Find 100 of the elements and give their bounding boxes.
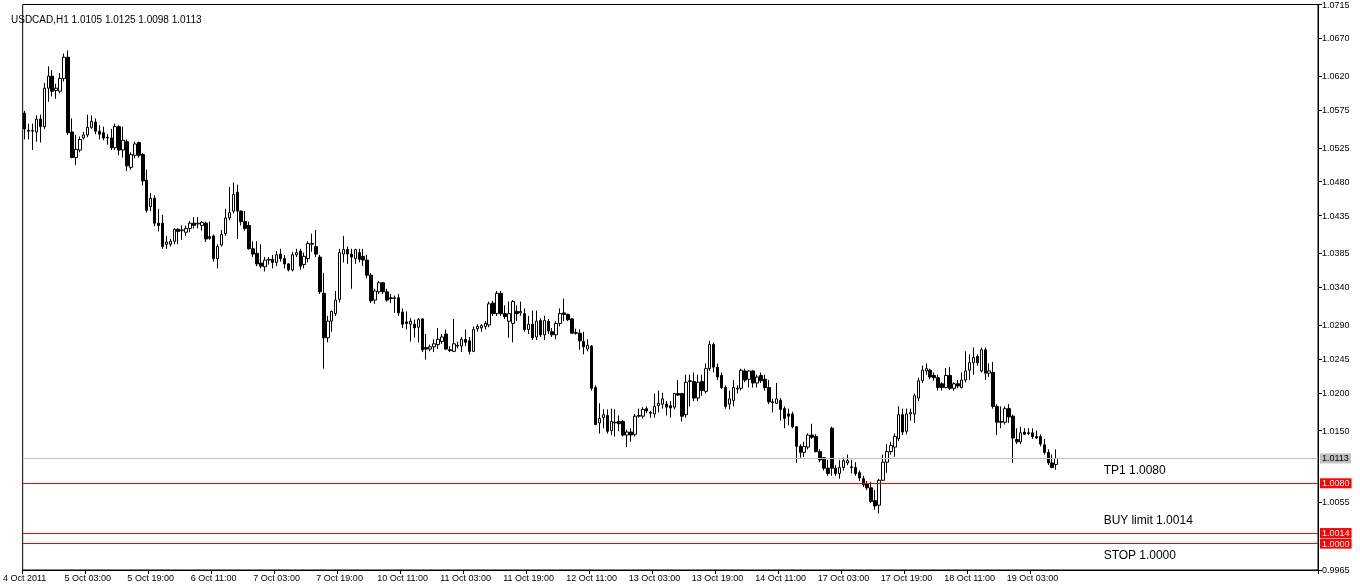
- candlestick: [487, 301, 491, 328]
- candlestick: [696, 374, 700, 402]
- y-tick-label: 1.0200: [1322, 387, 1350, 398]
- candlestick: [507, 301, 511, 339]
- y-tick-label: 1.0055: [1322, 497, 1350, 508]
- candlestick: [291, 251, 294, 272]
- candlestick: [1054, 448, 1058, 471]
- candlestick: [192, 216, 196, 229]
- candlestick: [645, 405, 648, 414]
- candlestick: [613, 408, 617, 438]
- candlestick: [259, 243, 263, 269]
- candlestick: [850, 459, 853, 474]
- candlestick: [633, 413, 637, 438]
- candlestick: [236, 184, 239, 240]
- x-tick-label: 11 Oct 19:00: [503, 572, 555, 583]
- candlestick: [102, 126, 105, 141]
- candlestick: [472, 325, 475, 353]
- candlestick: [582, 331, 585, 355]
- y-tick-label: 1.0435: [1322, 210, 1350, 221]
- candlestick: [275, 250, 278, 267]
- x-tick-label: 5 Oct 03:00: [64, 572, 111, 583]
- x-tick-label: 12 Oct 11:00: [566, 572, 618, 583]
- y-tick-label: 1.0150: [1322, 425, 1350, 436]
- candlestick: [299, 248, 302, 271]
- candlestick: [830, 426, 834, 477]
- x-tick-label: 13 Oct 03:00: [628, 572, 681, 583]
- x-tick-label: 19 Oct 03:00: [1006, 572, 1059, 583]
- candlestick: [452, 318, 456, 353]
- candlestick: [854, 461, 857, 477]
- candlestick: [436, 327, 440, 350]
- candlestick: [358, 248, 361, 263]
- candlestick: [732, 379, 735, 407]
- x-tick-label: 7 Oct 19:00: [316, 572, 363, 583]
- candlestick: [173, 227, 176, 245]
- candlestick: [755, 374, 759, 389]
- candlestick: [1019, 426, 1022, 445]
- candlestick: [657, 390, 660, 413]
- candlestick: [176, 227, 180, 245]
- candlestick: [787, 408, 790, 426]
- candlestick: [751, 369, 755, 389]
- candlestick: [94, 117, 97, 135]
- candlestick: [153, 194, 156, 227]
- candlestick: [476, 323, 479, 333]
- candlestick: [944, 367, 948, 389]
- y-tick-label: 1.0525: [1322, 142, 1350, 153]
- candlestick: [610, 408, 613, 436]
- candlestick: [220, 229, 223, 248]
- candlestick: [739, 368, 743, 392]
- x-tick-label: 18 Oct 11:00: [944, 572, 995, 583]
- candlestick: [905, 408, 908, 435]
- y-tick-label: 1.0385: [1322, 248, 1350, 259]
- candlestick: [117, 124, 121, 156]
- candlestick: [495, 290, 499, 317]
- y-tick-label: 1.0290: [1322, 319, 1350, 330]
- candlestick: [314, 229, 318, 258]
- candlestick: [535, 310, 538, 341]
- candlestick: [1003, 405, 1007, 425]
- y-tick-label: 0.9965: [1322, 565, 1350, 575]
- candlestick: [984, 347, 987, 381]
- candlestick: [86, 114, 89, 138]
- annotation: STOP 1.0000: [1103, 547, 1177, 562]
- x-tick-label: 14 Oct 11:00: [755, 572, 807, 583]
- candlestick: [196, 216, 200, 229]
- candlestick: [1031, 427, 1034, 440]
- candlestick: [838, 459, 841, 480]
- y-tick-label: 1.0670: [1322, 33, 1350, 44]
- candlestick: [684, 374, 688, 419]
- ref-line-label: 1.0014: [1322, 528, 1350, 539]
- candlestick: [543, 315, 546, 341]
- ref-line-label: 1.0113: [1322, 453, 1349, 464]
- y-tick-label: 1.0340: [1322, 282, 1350, 293]
- annotation: BUY limit 1.0014: [1103, 513, 1194, 528]
- candlestick: [255, 240, 259, 267]
- candlestick: [570, 317, 574, 334]
- candlestick: [180, 224, 184, 241]
- candlestick: [271, 254, 274, 269]
- candlestick: [606, 408, 609, 435]
- annotation: TP1 1.0080: [1103, 463, 1167, 478]
- candlestick: [113, 123, 117, 151]
- candlestick: [936, 374, 940, 392]
- candlestick: [480, 323, 483, 333]
- candlestick: [499, 290, 503, 317]
- candlestick: [531, 310, 534, 341]
- candlestick: [393, 295, 396, 314]
- candlestick: [1027, 427, 1030, 436]
- candlestick: [578, 328, 582, 351]
- candlestick: [948, 366, 952, 391]
- candlestick: [204, 221, 208, 243]
- x-tick-label: 11 Oct 03:00: [440, 572, 492, 583]
- candlestick: [692, 371, 696, 402]
- y-tick-label: 1.0575: [1322, 105, 1350, 116]
- x-tick-label: 10 Oct 11:00: [377, 572, 429, 583]
- candlestick: [747, 369, 751, 389]
- candlestick: [562, 298, 566, 322]
- candlestick: [110, 128, 113, 151]
- ref-line-label: 1.0000: [1322, 538, 1350, 549]
- x-tick-label: 17 Oct 19:00: [880, 572, 933, 583]
- candlestick: [846, 454, 849, 466]
- ref-line-label: 1.0080: [1322, 478, 1350, 489]
- y-tick-label: 1.0245: [1322, 353, 1350, 364]
